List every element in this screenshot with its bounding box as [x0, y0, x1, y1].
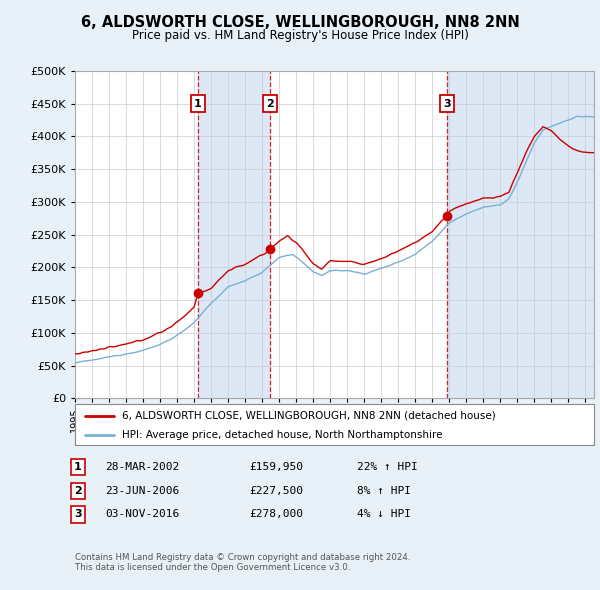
Text: 1: 1	[74, 463, 82, 472]
Text: 3: 3	[443, 99, 451, 109]
Text: 2: 2	[74, 486, 82, 496]
Text: 1: 1	[194, 99, 202, 109]
Bar	[446, 71, 594, 398]
Bar	[198, 71, 270, 398]
FancyBboxPatch shape	[75, 404, 594, 445]
Text: 23-JUN-2006: 23-JUN-2006	[105, 486, 179, 496]
Text: £278,000: £278,000	[249, 510, 303, 519]
Text: 28-MAR-2002: 28-MAR-2002	[105, 463, 179, 472]
Text: Price paid vs. HM Land Registry's House Price Index (HPI): Price paid vs. HM Land Registry's House …	[131, 30, 469, 42]
Text: 8% ↑ HPI: 8% ↑ HPI	[357, 486, 411, 496]
Text: 03-NOV-2016: 03-NOV-2016	[105, 510, 179, 519]
Text: 6, ALDSWORTH CLOSE, WELLINGBOROUGH, NN8 2NN (detached house): 6, ALDSWORTH CLOSE, WELLINGBOROUGH, NN8 …	[122, 411, 496, 421]
Text: 4% ↓ HPI: 4% ↓ HPI	[357, 510, 411, 519]
Text: £159,950: £159,950	[249, 463, 303, 472]
Text: 2: 2	[266, 99, 274, 109]
Text: HPI: Average price, detached house, North Northamptonshire: HPI: Average price, detached house, Nort…	[122, 430, 442, 440]
Text: 6, ALDSWORTH CLOSE, WELLINGBOROUGH, NN8 2NN: 6, ALDSWORTH CLOSE, WELLINGBOROUGH, NN8 …	[80, 15, 520, 30]
Text: 3: 3	[74, 510, 82, 519]
Text: 22% ↑ HPI: 22% ↑ HPI	[357, 463, 418, 472]
Text: £227,500: £227,500	[249, 486, 303, 496]
Text: This data is licensed under the Open Government Licence v3.0.: This data is licensed under the Open Gov…	[75, 563, 350, 572]
Text: Contains HM Land Registry data © Crown copyright and database right 2024.: Contains HM Land Registry data © Crown c…	[75, 553, 410, 562]
